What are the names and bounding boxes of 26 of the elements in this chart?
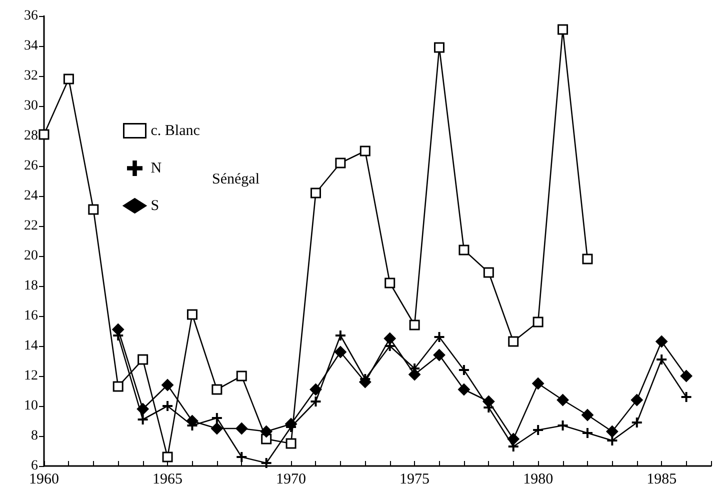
y-tick-label: 8 xyxy=(31,428,38,444)
y-tick-label: 26 xyxy=(24,158,38,174)
y-tick-label: 6 xyxy=(31,458,38,474)
legend-label: S xyxy=(150,198,160,214)
x-tick-label: 1980 xyxy=(523,472,554,488)
legend-label: c. Blanc xyxy=(150,122,200,139)
y-tick-label: 10 xyxy=(24,398,38,414)
x-tick-label: 1965 xyxy=(152,472,183,488)
y-tick-label: 24 xyxy=(24,188,38,204)
y-tick-label: 20 xyxy=(24,248,38,264)
x-tick-label: 1975 xyxy=(400,472,430,488)
y-tick-label: 30 xyxy=(24,98,38,114)
y-tick-label: 36 xyxy=(24,8,38,24)
y-tick-label: 14 xyxy=(24,338,38,354)
y-tick-label: 32 xyxy=(24,68,38,84)
y-tick-label: 12 xyxy=(24,368,38,384)
x-tick-label: 1970 xyxy=(276,472,306,488)
legend-label: N xyxy=(150,160,162,176)
x-tick-label: 1985 xyxy=(646,472,677,488)
y-tick-label: 34 xyxy=(24,38,38,54)
annotation: Sénégal xyxy=(212,172,260,188)
y-tick-label: 28 xyxy=(24,128,38,144)
y-tick-label: 18 xyxy=(24,278,38,294)
x-tick-label: 1960 xyxy=(29,472,59,488)
y-tick-label: 22 xyxy=(24,218,38,234)
y-tick-label: 16 xyxy=(24,308,38,324)
